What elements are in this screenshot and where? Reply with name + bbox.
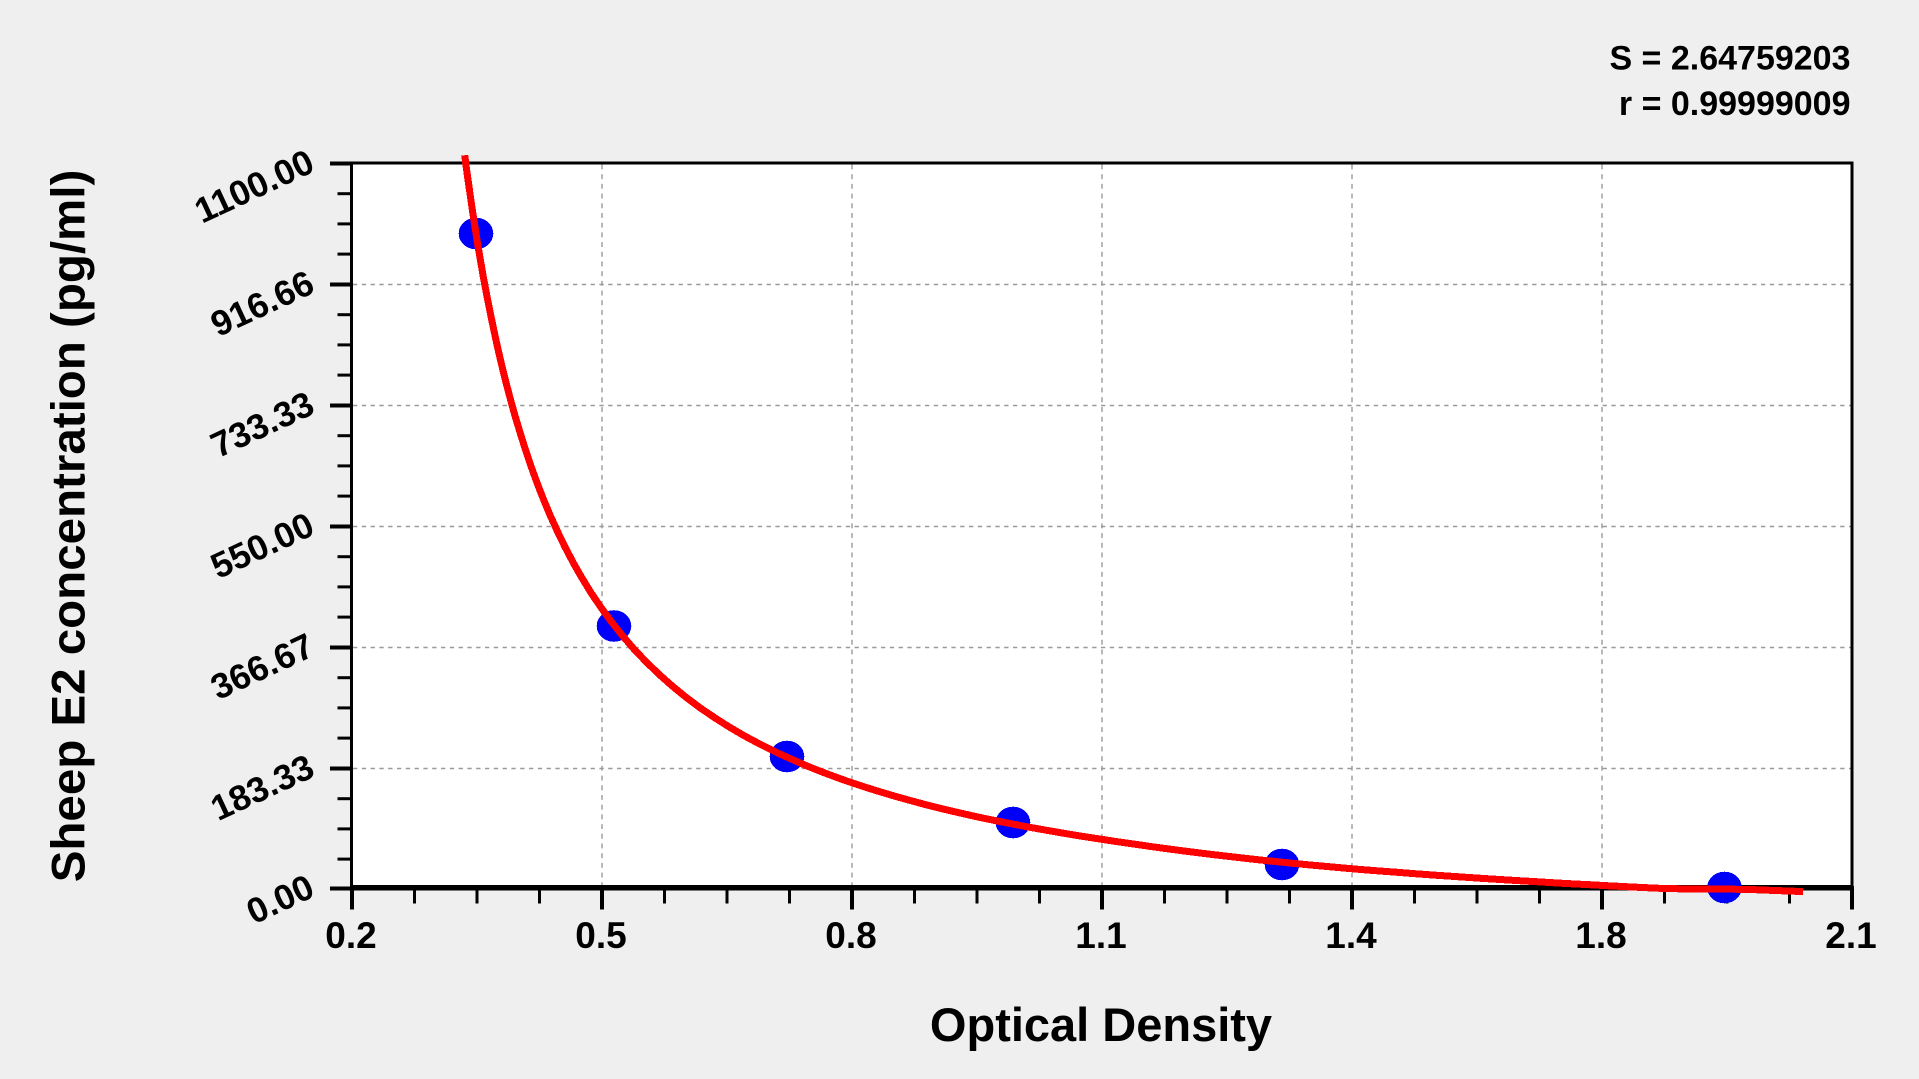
svg-text:1.4: 1.4 [1325, 915, 1377, 956]
svg-text:Sheep E2 concentration (pg/ml): Sheep E2 concentration (pg/ml) [43, 170, 96, 883]
svg-text:1.8: 1.8 [1575, 915, 1626, 956]
svg-text:550.00: 550.00 [205, 504, 320, 586]
svg-text:916.66: 916.66 [205, 262, 320, 344]
svg-text:0.2: 0.2 [325, 915, 376, 956]
svg-text:0.8: 0.8 [825, 915, 876, 956]
svg-text:183.33: 183.33 [205, 746, 320, 828]
svg-text:733.33: 733.33 [205, 383, 320, 465]
svg-text:0.00: 0.00 [240, 866, 320, 931]
svg-text:0.5: 0.5 [575, 915, 626, 956]
svg-text:Optical Density: Optical Density [930, 998, 1272, 1051]
svg-text:1100.00: 1100.00 [188, 141, 319, 231]
svg-text:S = 2.64759203: S = 2.64759203 [1609, 40, 1850, 78]
svg-text:1.1: 1.1 [1075, 915, 1126, 956]
svg-text:366.67: 366.67 [205, 625, 320, 707]
svg-text:2.1: 2.1 [1825, 915, 1876, 956]
svg-text:r = 0.99999009: r = 0.99999009 [1619, 85, 1851, 123]
